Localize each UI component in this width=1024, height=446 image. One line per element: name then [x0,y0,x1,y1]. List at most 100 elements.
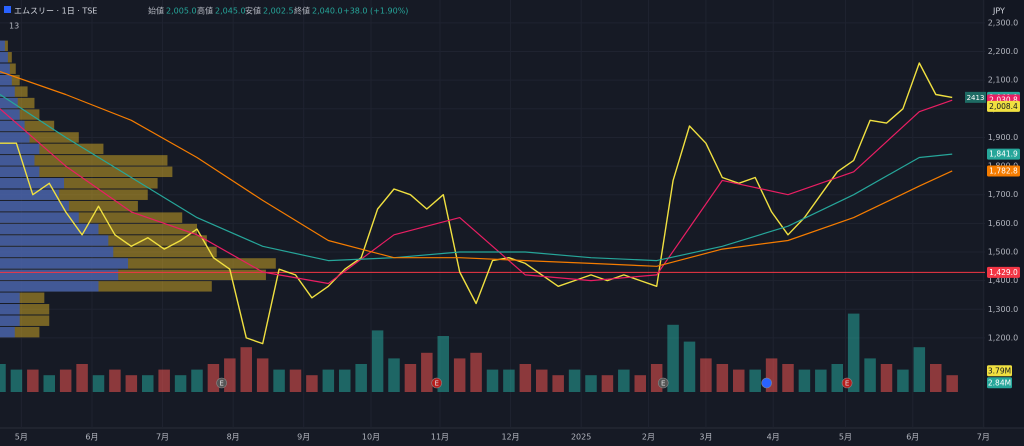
profile-up [0,292,20,304]
profile-up [0,304,20,315]
volume-bar [946,375,958,392]
price-badge-label: 1,782.8 [989,167,1018,176]
profile-total [0,315,50,326]
x-tick-label: 2025 [571,433,591,442]
volume-bar [27,369,39,392]
x-tick-label: 4月 [767,433,780,442]
profile-up [0,40,5,52]
x-tick-label: 12月 [501,433,519,442]
volume-bar [568,369,581,392]
x-tick-label: 5月 [15,433,28,442]
currency[interactable]: JPY [992,7,1005,16]
profile-total [0,166,173,178]
low-label: 安値 [245,6,261,16]
volume-bar [273,369,285,392]
volume-bar [634,375,646,392]
volume-bar [240,347,252,392]
x-tick-label: 7月 [156,433,169,442]
event-label: E [661,380,665,388]
volume-bar [667,324,679,392]
profile-up [0,166,40,178]
layer-volume [0,313,958,392]
price-line [0,71,953,267]
profile-up [0,143,40,155]
profile-total [0,292,45,304]
profile-total [0,155,168,166]
price-badge [987,100,1020,112]
x-tick-label: 9月 [297,433,310,442]
profile-up [0,258,129,269]
x-tick-label: 3月 [699,433,712,442]
x-tick-label: 10月 [362,433,380,442]
volume-bar [0,364,6,392]
profile-up [0,235,109,246]
price-line [0,93,953,262]
volume-bar [864,358,876,392]
volume-bar [322,369,335,392]
volume-bar [486,369,499,392]
profile-up [0,74,12,86]
open: 2,005.0 [166,7,197,16]
volume-bar [453,358,466,392]
event-label: E [434,380,438,388]
volume-bar [765,358,778,392]
layer-lines [0,62,985,345]
price-badge [987,365,1012,377]
price-line [0,62,953,345]
event-marker [841,377,853,389]
profile-up [0,52,8,63]
price-badge-label: 2.84M [988,378,1011,387]
y-tick-label: 1,700.0 [988,190,1019,199]
event-marker [431,377,442,389]
profile-up [0,155,35,166]
x-tick-label: 5月 [839,433,852,442]
volume-bar [256,358,269,392]
price-badge [987,165,1020,177]
indicator-count[interactable]: 13 [9,22,19,31]
volume-bar [519,364,532,392]
y-tick-label: 1,900.0 [988,133,1019,142]
profile-up [0,246,114,258]
volume-bar [191,369,203,392]
y-tick-label: 2,300.0 [988,18,1019,27]
price-badge-label: 1,841.9 [989,150,1018,159]
x-tick-label: 7月 [977,433,990,442]
ticker-badge-bg [965,91,986,103]
y-tick-label: 2,100.0 [988,76,1019,85]
volume-bar [503,369,515,392]
profile-up [0,200,69,212]
volume-bar [59,369,72,392]
change: +38.0 (+1.90%) [343,7,408,16]
volume-bar [224,358,236,392]
profile-up [0,63,10,74]
profile-up [0,315,20,326]
profile-total [0,281,212,292]
volume-bar [92,375,105,392]
price-badge [987,377,1012,389]
volume-bar [913,347,926,392]
profile-up [0,109,20,120]
volume-bar [109,369,121,392]
volume-bar [158,369,170,392]
volume-bar [782,364,794,392]
profile-up [0,97,18,109]
price-badge-label: 1,429.0 [989,268,1018,277]
volume-bar [289,369,302,392]
y-tick-label: 1,200.0 [988,333,1019,342]
volume-bar [700,358,712,392]
high-label: 高値 [197,6,213,16]
event-marker [216,377,227,389]
profile-up [0,269,119,281]
price-line [0,99,953,285]
volume-bar [404,364,417,392]
volume-bar [371,330,384,392]
profile-total [0,120,55,132]
x-tick-label: 6月 [906,433,919,442]
volume-bar [552,375,564,392]
event-marker [657,377,669,389]
x-tick-label: 8月 [227,433,240,442]
event-marker [761,377,772,389]
profile-up [0,120,25,132]
volume-bar [930,364,942,392]
